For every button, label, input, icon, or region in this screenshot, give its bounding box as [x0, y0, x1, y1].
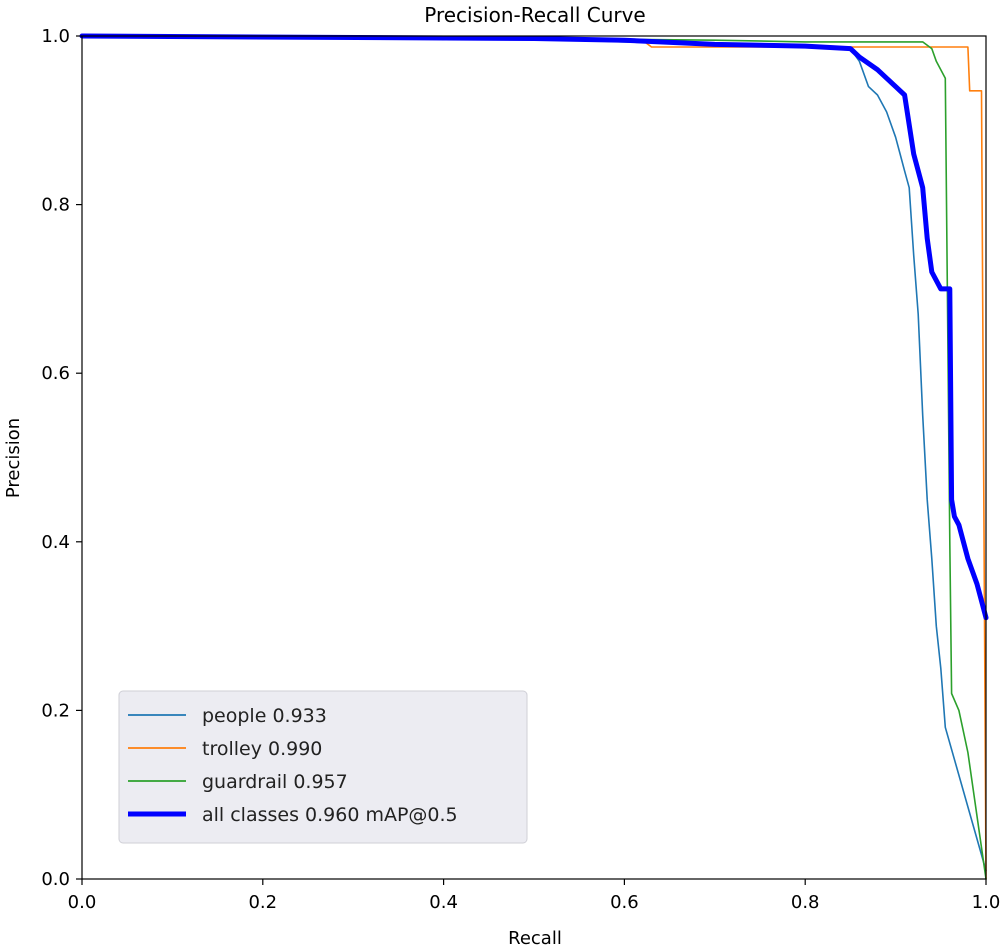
y-tick-label: 1.0: [41, 26, 70, 47]
x-tick-label: 0.8: [791, 892, 820, 913]
series-line-1: [81, 35, 987, 880]
y-tick-label: 0.0: [41, 869, 70, 890]
legend-label-0: people 0.933: [202, 705, 327, 727]
x-tick-label: 0.6: [610, 892, 639, 913]
y-tick-label: 0.6: [41, 363, 70, 384]
legend-box: [118, 690, 528, 844]
legend-label-3: all classes 0.960 mAP@0.5: [202, 804, 458, 826]
x-tick-label: 0.0: [68, 892, 97, 913]
x-axis-label: Recall: [508, 928, 562, 947]
chart-title: Precision-Recall Curve: [424, 3, 645, 27]
x-tick-label: 0.2: [248, 892, 277, 913]
y-tick-label: 0.8: [41, 195, 70, 216]
legend-items: people 0.933 trolley 0.990 guardrail 0.957…: [128, 705, 458, 826]
legend-label-1: trolley 0.990: [202, 738, 322, 760]
x-tick-label: 1.0: [972, 892, 1001, 913]
y-tick-label: 0.2: [41, 700, 70, 721]
y-tick-label: 0.4: [41, 532, 70, 553]
plot-frame: [81, 35, 987, 880]
x-tick-label: 0.4: [429, 892, 458, 913]
y-axis-ticks: 0.0 0.2 0.4 0.6 0.8 1.0: [41, 26, 82, 890]
legend: people 0.933 trolley 0.990 guardrail 0.957…: [118, 690, 528, 844]
series-line-2: [81, 35, 987, 880]
plot-area: [79, 33, 989, 880]
legend-label-2: guardrail 0.957: [202, 771, 348, 793]
x-axis-ticks: 0.0 0.2 0.4 0.6 0.8 1.0: [68, 879, 1001, 913]
series-line-3: [79, 33, 989, 621]
y-axis-label: Precision: [3, 418, 24, 498]
